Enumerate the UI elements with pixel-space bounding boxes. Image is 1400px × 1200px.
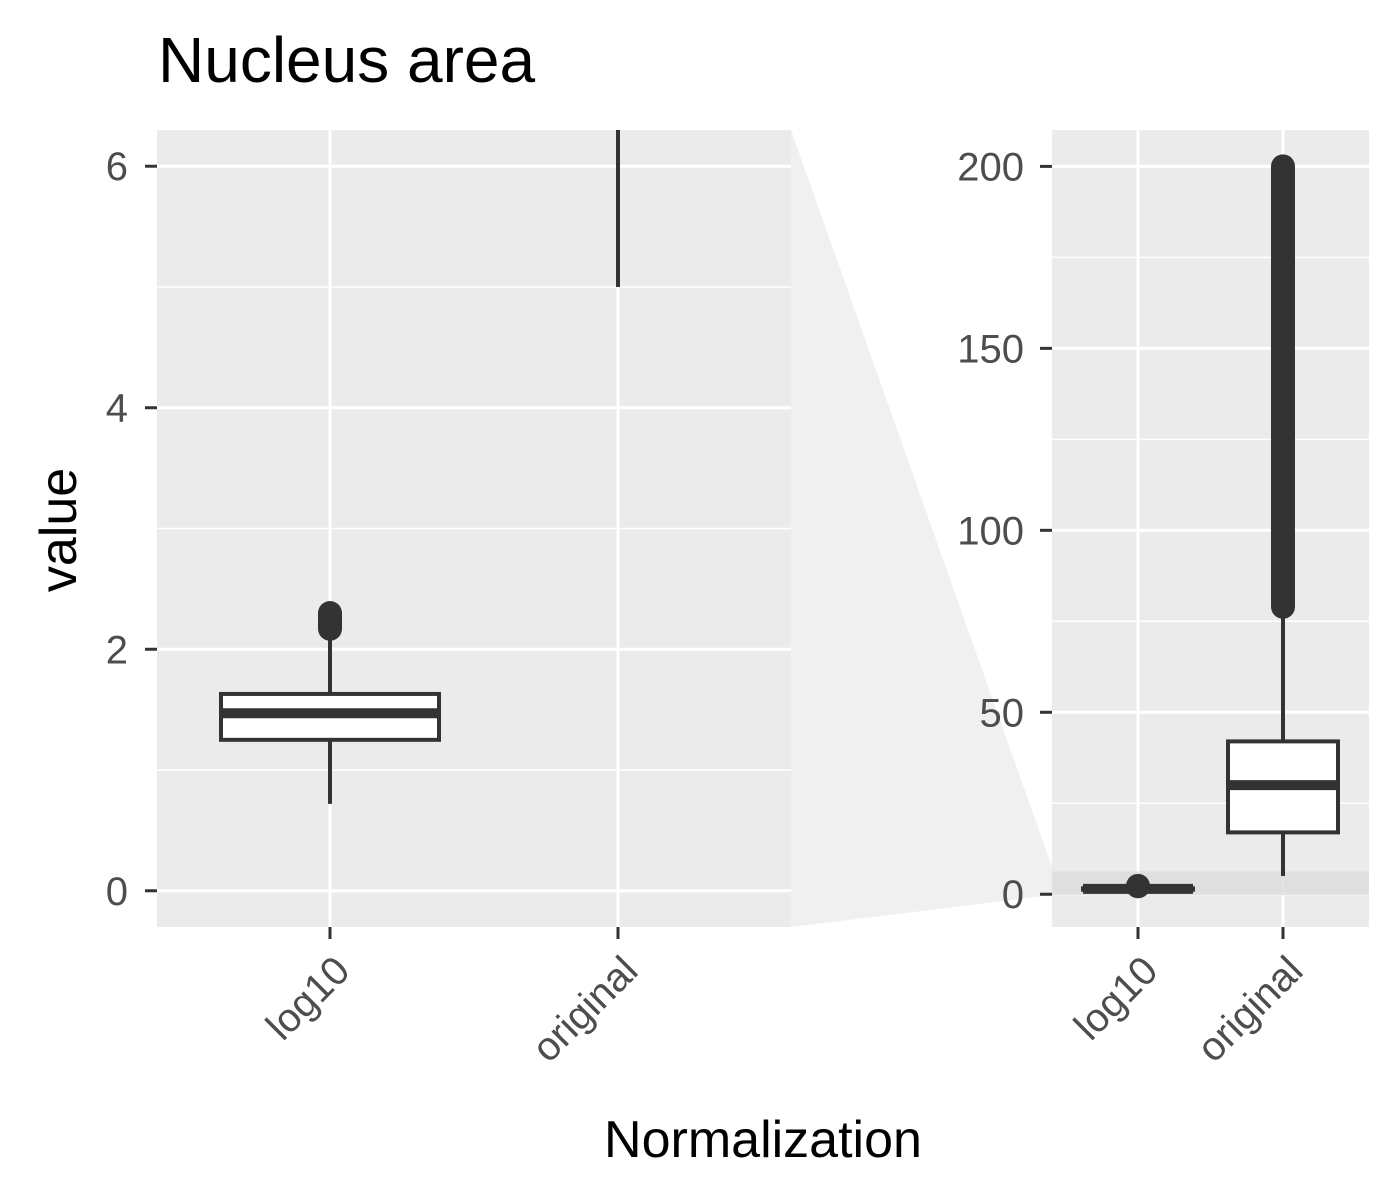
y-tick-label: 4 xyxy=(106,387,128,431)
zoomed-panel xyxy=(157,130,791,927)
boxplot-original xyxy=(1226,154,1340,877)
y-tick-label: 200 xyxy=(957,145,1024,189)
x-axis-title: Normalization xyxy=(604,1111,922,1169)
x-tick-label: original xyxy=(1189,948,1311,1070)
full-panel xyxy=(1052,130,1369,927)
y-tick-label: 0 xyxy=(1002,873,1024,917)
x-tick-label: log10 xyxy=(258,948,358,1048)
x-tick-label: log10 xyxy=(1066,948,1166,1048)
y-tick-label: 50 xyxy=(980,691,1025,735)
zoomed-plot-area xyxy=(157,130,791,927)
boxplot-log10 xyxy=(1081,873,1195,899)
full-plot-area xyxy=(1052,130,1369,927)
y-tick-label: 150 xyxy=(957,327,1024,371)
boxplot-log10 xyxy=(219,601,441,804)
y-tick-label: 2 xyxy=(106,628,128,672)
chart-title: Nucleus area xyxy=(158,24,536,96)
y-tick-label: 0 xyxy=(106,870,128,914)
y-tick-label: 6 xyxy=(106,145,128,189)
y-tick-label: 100 xyxy=(957,509,1024,553)
zoom-connector xyxy=(791,130,1053,927)
y-axis-title: value xyxy=(30,468,88,592)
x-tick-label: original xyxy=(524,948,646,1070)
